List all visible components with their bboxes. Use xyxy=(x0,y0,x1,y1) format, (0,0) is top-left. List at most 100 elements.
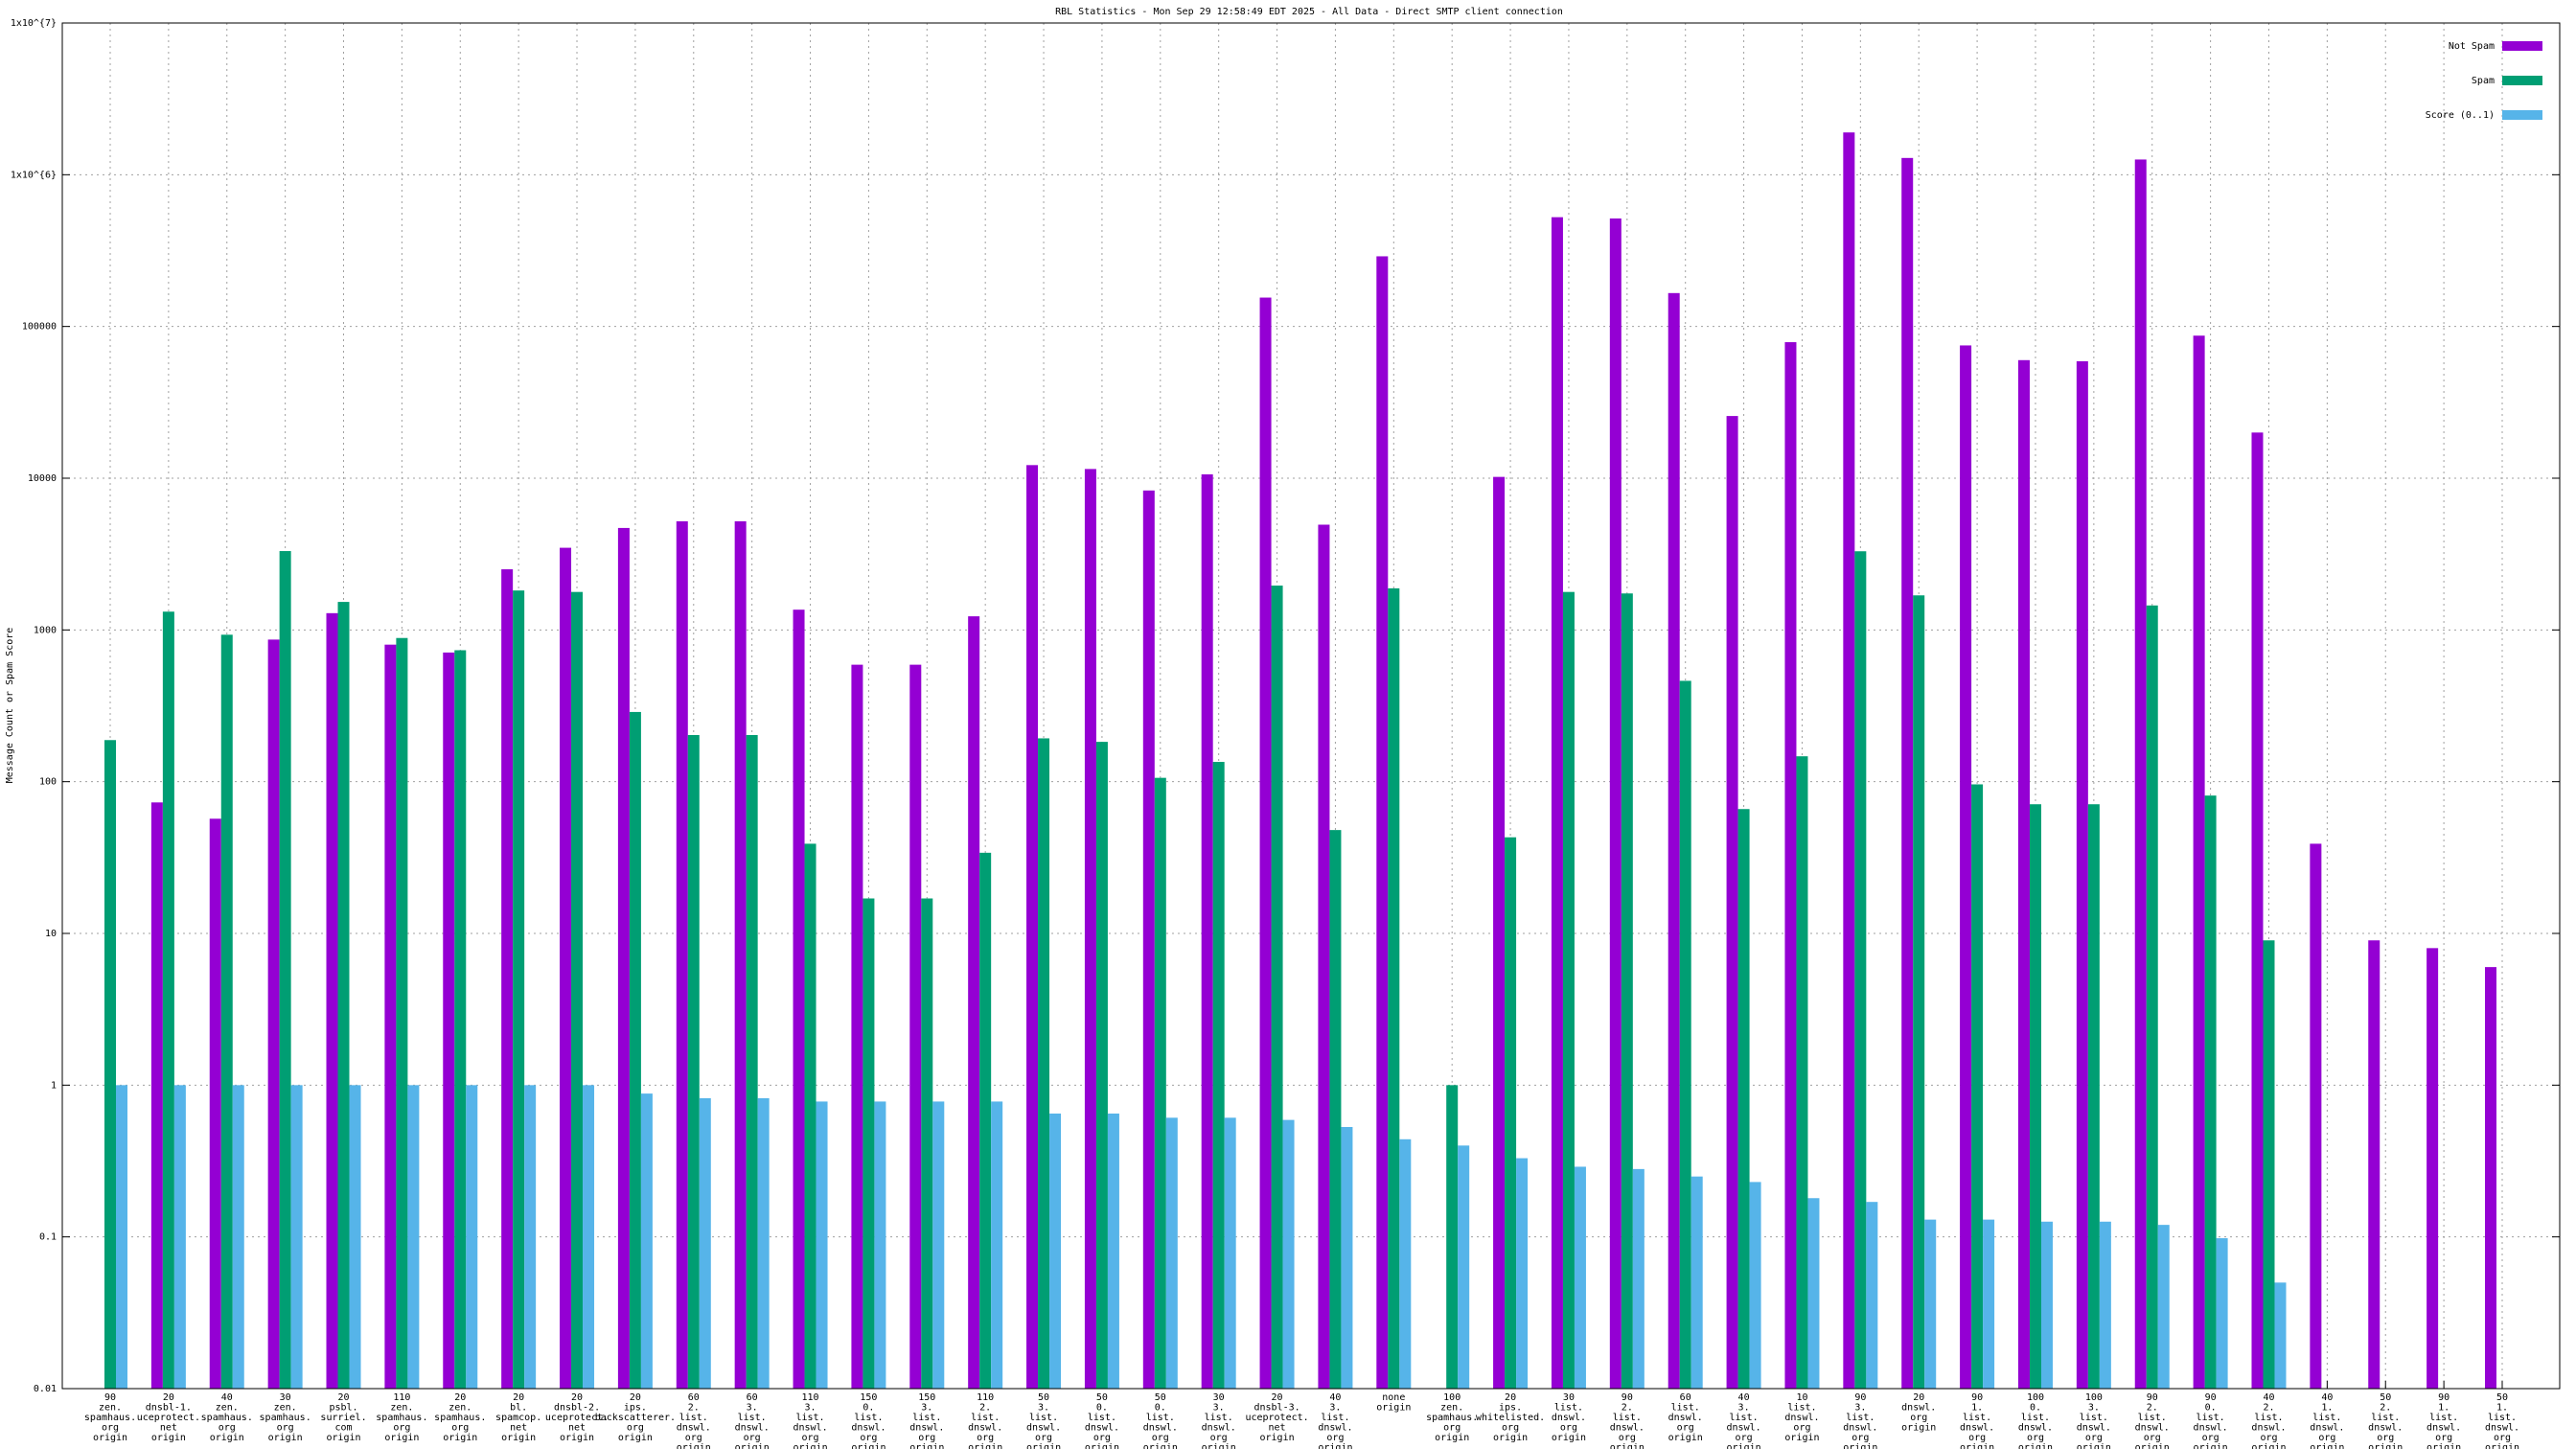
x-tick-label: origin xyxy=(1318,1443,1352,1449)
bar xyxy=(2274,1282,2287,1389)
x-tick-label: dnswl. xyxy=(1843,1423,1877,1434)
bar xyxy=(1376,256,1389,1390)
x-tick-label: ips. xyxy=(1499,1403,1522,1414)
bar xyxy=(1084,469,1096,1389)
x-tick-label: list. xyxy=(1846,1413,1874,1423)
x-tick-label: net xyxy=(510,1423,527,1434)
x-tick-label: dnswl. xyxy=(1960,1423,1994,1434)
bar xyxy=(349,1085,361,1389)
x-tick-label: dnswl. xyxy=(2485,1423,2519,1434)
bar xyxy=(1843,132,1855,1389)
x-tick-label: list. xyxy=(738,1413,767,1423)
x-tick-label: uceprotect. xyxy=(137,1413,200,1423)
x-tick-label: org xyxy=(2377,1433,2394,1443)
x-tick-label: org xyxy=(2494,1433,2511,1443)
y-tick-label: 1 xyxy=(51,1080,57,1091)
x-tick-label: org xyxy=(1152,1433,1169,1443)
bar xyxy=(991,1101,1003,1389)
x-tick-label: 3. xyxy=(747,1403,758,1414)
x-tick-label: 50 xyxy=(2380,1392,2391,1403)
legend-swatch xyxy=(2502,110,2542,120)
bar xyxy=(1516,1158,1529,1389)
x-tick-label: origin xyxy=(1143,1443,1178,1449)
x-tick-label: 100 xyxy=(2027,1392,2044,1403)
y-tick-label: 100 xyxy=(39,777,57,788)
x-tick-label: net xyxy=(568,1423,586,1434)
bar xyxy=(909,664,922,1389)
x-tick-label: 40 xyxy=(1329,1392,1341,1403)
bar xyxy=(640,1093,653,1389)
bar xyxy=(209,818,221,1389)
x-tick-label: backscatterer. xyxy=(595,1413,676,1423)
y-axis-label: Message Count or Spam Score xyxy=(5,628,15,784)
x-tick-label: list. xyxy=(2021,1413,2050,1423)
x-tick-label: dnswl. xyxy=(1318,1423,1352,1434)
x-tick-label: list. xyxy=(2371,1413,2400,1423)
x-tick-label: origin xyxy=(443,1433,477,1443)
bar xyxy=(2485,967,2496,1389)
x-tick-label: org xyxy=(744,1433,761,1443)
x-tick-label: origin xyxy=(2310,1443,2344,1449)
x-tick-label: zen. xyxy=(274,1403,297,1414)
bar xyxy=(687,734,700,1389)
x-tick-label: origin xyxy=(1552,1433,1586,1443)
x-tick-label: org xyxy=(1560,1423,1577,1434)
x-tick-label: 1. xyxy=(2438,1403,2450,1414)
x-tick-label: origin xyxy=(2077,1443,2111,1449)
bar xyxy=(979,852,992,1389)
x-tick-label: 60 xyxy=(747,1392,758,1403)
x-tick-label: dnswl. xyxy=(793,1423,827,1434)
x-tick-label: 0. xyxy=(1096,1403,1108,1414)
x-tick-label: org xyxy=(1502,1423,1519,1434)
x-tick-label: 20 xyxy=(1272,1392,1283,1403)
x-tick-label: 60 xyxy=(1680,1392,1691,1403)
x-tick-label: org xyxy=(1443,1423,1460,1434)
x-tick-label: origin xyxy=(677,1443,711,1449)
x-tick-label: org xyxy=(1619,1433,1636,1443)
x-tick-label: 90 xyxy=(1971,1392,1983,1403)
x-tick-label: 20 xyxy=(1913,1392,1924,1403)
x-tick-label: list. xyxy=(1029,1413,1058,1423)
x-tick-label: 20 xyxy=(571,1392,583,1403)
x-tick-label: ips. xyxy=(624,1403,647,1414)
x-tick-label: 3. xyxy=(1329,1403,1341,1414)
bar xyxy=(851,664,863,1389)
x-tick-label: dnsbl-2. xyxy=(554,1403,600,1414)
x-tick-label: dnswl. xyxy=(735,1423,770,1434)
y-tick-label: 0.1 xyxy=(39,1232,57,1243)
x-tick-label: psbl. xyxy=(329,1403,357,1414)
bar xyxy=(2216,1238,2228,1389)
bar xyxy=(2368,940,2380,1389)
x-tick-label: dnswl. xyxy=(968,1423,1002,1434)
x-tick-label: 40 xyxy=(2263,1392,2274,1403)
x-tick-label: zen. xyxy=(99,1403,122,1414)
x-tick-label: dnswl. xyxy=(851,1423,886,1434)
bar xyxy=(232,1085,244,1389)
bar xyxy=(1679,680,1691,1389)
bar xyxy=(676,520,688,1389)
x-tick-label: origin xyxy=(2426,1443,2461,1449)
x-tick-label: list. xyxy=(2312,1413,2341,1423)
bar xyxy=(162,611,174,1389)
x-tick-label: 1. xyxy=(2321,1403,2333,1414)
bar xyxy=(1737,809,1750,1389)
bar xyxy=(513,590,525,1389)
x-tick-label: 0. xyxy=(2205,1403,2217,1414)
bar xyxy=(793,610,805,1389)
x-tick-label: 150 xyxy=(860,1392,877,1403)
bar xyxy=(173,1085,186,1389)
x-tick-label: list. xyxy=(1146,1413,1175,1423)
x-tick-label: origin xyxy=(268,1433,303,1443)
x-tick-label: 30 xyxy=(1213,1392,1225,1403)
bar xyxy=(1632,1168,1644,1389)
y-tick-label: 1x10^{6} xyxy=(11,170,57,180)
x-tick-label: list. xyxy=(1321,1413,1349,1423)
x-tick-label: origin xyxy=(384,1433,419,1443)
x-tick-label: 3. xyxy=(2088,1403,2100,1414)
x-tick-label: origin xyxy=(1960,1443,1994,1449)
x-tick-label: list. xyxy=(795,1413,824,1423)
x-tick-label: zen. xyxy=(390,1403,413,1414)
x-tick-label: list. xyxy=(2138,1413,2167,1423)
